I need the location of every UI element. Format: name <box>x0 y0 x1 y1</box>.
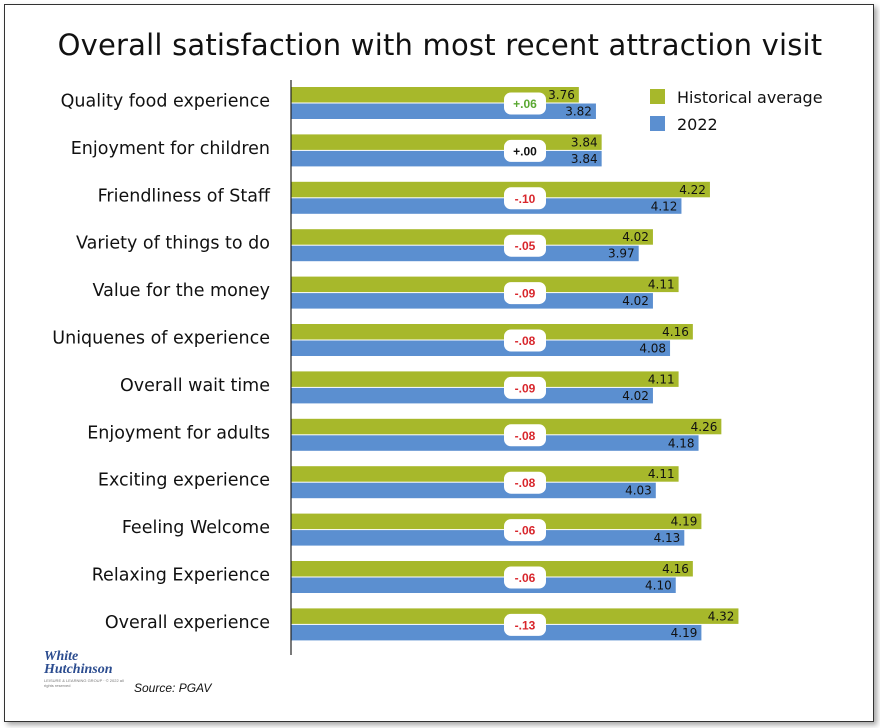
bar-2022 <box>291 103 596 119</box>
difference-badge <box>504 376 546 399</box>
difference-badge <box>504 139 546 162</box>
difference-label: -.08 <box>515 476 536 490</box>
category-label: Feeling Welcome <box>122 518 270 538</box>
difference-badge <box>504 566 546 589</box>
value-label-2022: 3.97 <box>608 247 635 261</box>
bar-historical <box>291 561 693 577</box>
bar-2022 <box>291 293 653 309</box>
difference-label: -.09 <box>515 287 536 301</box>
category-label: Variety of things to do <box>76 234 270 254</box>
value-label-historical: 4.32 <box>708 609 735 623</box>
legend-label-historical: Historical average <box>677 88 823 107</box>
value-label-2022: 4.08 <box>639 342 666 356</box>
value-label-2022: 4.13 <box>654 531 681 545</box>
value-label-historical: 3.76 <box>548 88 575 102</box>
bar-historical <box>291 466 679 482</box>
legend: Historical average 2022 <box>650 88 823 134</box>
logo-line-1: White <box>44 649 79 664</box>
value-label-2022: 3.82 <box>565 105 592 119</box>
difference-badge <box>504 187 546 210</box>
difference-label: -.06 <box>515 571 536 585</box>
category-label: Exciting experience <box>98 471 270 491</box>
labels-layer: Quality food experience 3.76 3.82 +.06 Enjoy… <box>52 88 734 640</box>
difference-label: -.13 <box>515 618 536 632</box>
value-label-historical: 4.26 <box>691 420 718 434</box>
value-label-2022: 4.18 <box>668 436 695 450</box>
value-label-historical: 4.19 <box>671 515 698 529</box>
difference-label: -.08 <box>515 429 536 443</box>
legend-swatch-2022 <box>650 116 665 131</box>
value-label-2022: 4.03 <box>625 484 652 498</box>
difference-label: +.06 <box>513 97 537 111</box>
difference-badge <box>504 613 546 636</box>
bar-historical <box>291 181 710 198</box>
legend-label-2022: 2022 <box>677 115 718 134</box>
bars-layer <box>291 87 739 641</box>
bar-2022 <box>291 198 682 214</box>
difference-label: -.08 <box>515 334 536 348</box>
difference-badge <box>504 424 546 447</box>
bar-2022 <box>291 340 671 356</box>
logo-subtitle: LEISURE & LEARNING GROUP · © 2022 all ri… <box>44 678 124 688</box>
bar-historical <box>291 513 702 530</box>
bar-2022 <box>291 245 639 262</box>
difference-badge <box>504 92 546 115</box>
value-label-historical: 4.11 <box>648 467 675 481</box>
value-label-2022: 4.02 <box>622 389 649 403</box>
difference-label: -.09 <box>515 381 536 395</box>
bar-2022 <box>291 577 676 593</box>
bar-2022 <box>291 435 699 451</box>
category-label: Overall experience <box>105 613 270 633</box>
value-label-2022: 4.10 <box>645 579 672 593</box>
bar-2022 <box>291 530 685 546</box>
difference-label: -.05 <box>515 239 536 253</box>
difference-badge <box>504 471 546 494</box>
difference-badge <box>504 519 546 542</box>
difference-label: +.00 <box>513 144 537 158</box>
bar-historical <box>291 134 602 150</box>
category-label: Enjoyment for children <box>71 139 270 159</box>
category-label: Friendliness of Staff <box>98 186 271 206</box>
bar-2022 <box>291 387 653 404</box>
source-note: Source: PGAV <box>134 681 212 695</box>
value-label-historical: 4.11 <box>648 278 675 292</box>
difference-badge <box>504 234 546 257</box>
difference-badge <box>504 282 546 305</box>
chart-frame <box>4 4 874 722</box>
legend-swatch-historical <box>650 89 665 104</box>
value-label-historical: 4.22 <box>679 183 706 197</box>
value-label-historical: 4.11 <box>648 372 675 386</box>
category-label: Relaxing Experience <box>92 566 270 586</box>
chart-title: Overall satisfaction with most recent at… <box>57 28 823 62</box>
value-label-2022: 4.02 <box>622 294 649 308</box>
category-label: Value for the money <box>93 281 271 301</box>
value-label-2022: 3.84 <box>571 152 598 166</box>
bar-2022 <box>291 150 602 167</box>
bar-historical <box>291 276 679 293</box>
category-label: Overall wait time <box>120 376 270 396</box>
value-label-historical: 4.16 <box>662 562 689 576</box>
value-label-historical: 3.84 <box>571 135 598 149</box>
bar-2022 <box>291 482 656 499</box>
difference-label: -.06 <box>515 524 536 538</box>
bar-historical <box>291 324 693 340</box>
value-label-historical: 4.16 <box>662 325 689 339</box>
category-label: Quality food experience <box>61 92 270 112</box>
difference-badge <box>504 329 546 352</box>
bar-historical <box>291 229 653 245</box>
value-label-2022: 4.19 <box>671 626 698 640</box>
category-label: Enjoyment for adults <box>87 423 270 443</box>
value-label-2022: 4.12 <box>651 199 678 213</box>
bar-2022 <box>291 624 702 641</box>
company-logo: White Hutchinson LEISURE & LEARNING GROU… <box>44 649 124 689</box>
value-label-historical: 4.02 <box>622 230 649 244</box>
logo-line-2: Hutchinson <box>44 662 113 677</box>
category-label: Uniquenes of experience <box>52 329 270 349</box>
bar-historical <box>291 371 679 387</box>
difference-label: -.10 <box>515 192 536 206</box>
